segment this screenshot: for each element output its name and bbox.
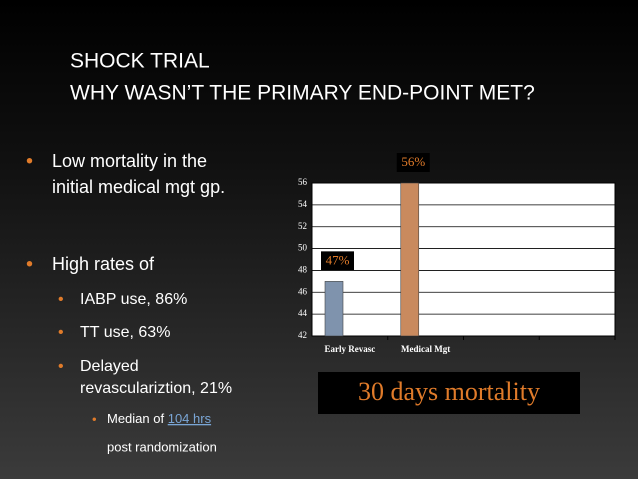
title: WHY WASN’T THE PRIMARY END-POINT MET? xyxy=(70,82,535,105)
y-tick-label: 44 xyxy=(298,308,308,318)
value-label: 56% xyxy=(401,154,425,169)
bullet-dot: • xyxy=(58,291,64,308)
bar xyxy=(324,281,344,337)
x-tick-label: Medical Mgt xyxy=(401,344,450,354)
y-tick-label: 42 xyxy=(298,330,307,340)
value-label-box xyxy=(396,153,430,172)
y-tick-label: 56 xyxy=(298,177,308,187)
value-label-box xyxy=(321,251,354,271)
annotation: 30 days mortality xyxy=(358,377,540,406)
sub-bullet-text: revasculariztion, 21% xyxy=(80,380,232,397)
text: Median of xyxy=(107,411,164,426)
x-tick-label: Early Revasc xyxy=(325,344,376,354)
bullet-text: High rates of xyxy=(52,254,155,274)
bullet-dot: • xyxy=(58,324,64,341)
plot-area xyxy=(311,182,616,337)
y-tick-label: 46 xyxy=(298,286,308,296)
bullet-dot: • xyxy=(26,150,33,172)
value-label: 47% xyxy=(326,252,350,267)
sub-bullet-text: IABP use, 86% xyxy=(80,291,187,308)
title: SHOCK TRIAL xyxy=(70,50,210,73)
y-tick-label: 50 xyxy=(298,243,308,253)
bullet-text: Low mortality in the xyxy=(52,151,207,171)
sub-sub-bullet-text: Median of 104 hrs xyxy=(107,411,212,426)
y-tick-label: 52 xyxy=(298,221,307,231)
bullet-text: initial medical mgt gp. xyxy=(52,177,225,197)
sub-bullet-text: TT use, 63% xyxy=(80,324,170,341)
link[interactable]: 104 hrs xyxy=(168,411,212,426)
bullet-dot: • xyxy=(26,253,33,275)
sub-sub-bullet-text: post randomization xyxy=(107,439,217,454)
annotation-box xyxy=(318,372,580,414)
bullet-dot: • xyxy=(92,411,97,426)
sub-bullet-text: Delayed xyxy=(80,358,139,375)
y-tick-label: 48 xyxy=(298,264,308,274)
y-tick-label: 54 xyxy=(298,199,308,209)
bar xyxy=(400,182,420,337)
bullet-dot: • xyxy=(58,358,64,375)
